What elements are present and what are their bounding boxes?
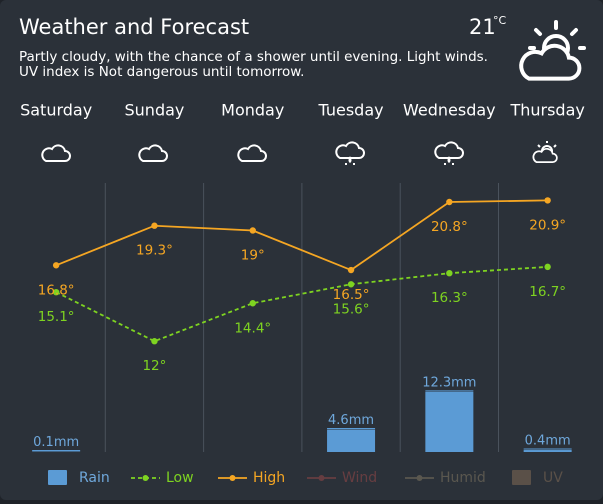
temperature-label: 14.4° xyxy=(234,320,271,336)
legend-dot xyxy=(416,475,423,481)
legend-dot xyxy=(229,475,236,481)
temperature-label: 20.8° xyxy=(431,219,468,235)
temperature-label: 16.8° xyxy=(38,282,75,298)
temperature-label: 12° xyxy=(142,358,166,374)
legend-item: High xyxy=(218,470,285,486)
temperature-point xyxy=(544,197,551,204)
description-line: UV index is Not dangerous until tomorrow… xyxy=(19,64,304,80)
temperature-point xyxy=(446,198,453,206)
rain-label: 12.3mm xyxy=(422,375,476,390)
rain-bar xyxy=(32,451,81,453)
legend-label: Humid xyxy=(440,470,486,486)
legend-item: Humid xyxy=(405,470,486,486)
temperature-line xyxy=(55,199,548,272)
rain-label: 4.6mm xyxy=(328,413,374,428)
rain-label: 0.1mm xyxy=(33,435,79,450)
temperature-label: 16.7° xyxy=(529,284,566,300)
rain-icon xyxy=(434,141,464,165)
temperature-line xyxy=(55,265,548,343)
description-line: Partly cloudy, with the chance of a show… xyxy=(19,49,488,65)
temperature-label: 20.9° xyxy=(529,217,566,233)
legend-swatch xyxy=(48,470,67,485)
card-title: Weather and Forecast xyxy=(19,15,249,39)
legend-item: Wind xyxy=(307,470,377,486)
day-label: Saturday xyxy=(20,101,92,120)
temperature-point xyxy=(151,222,158,229)
temperature-label: 16.3° xyxy=(431,290,468,306)
legend-label: High xyxy=(253,470,285,486)
legend-label: Low xyxy=(166,470,194,486)
rain-bar xyxy=(425,391,474,452)
legend-label: Rain xyxy=(79,470,110,486)
temperature-label: 15.6° xyxy=(333,301,370,317)
temperature-point xyxy=(446,269,453,277)
day-label: Wednesday xyxy=(403,101,496,120)
day-label: Thursday xyxy=(509,101,584,120)
temperature-label: 19° xyxy=(241,247,265,263)
current-weather-icon xyxy=(519,20,586,81)
temperature-point xyxy=(347,266,355,274)
day-icons xyxy=(41,141,558,165)
rain-bar xyxy=(327,429,376,452)
legend-swatch xyxy=(512,470,531,485)
temperature-label: 16.5° xyxy=(333,287,370,303)
legend-dot xyxy=(318,475,325,481)
rain-label: 0.4mm xyxy=(525,434,571,449)
temperature-label: 15.1° xyxy=(38,309,75,325)
temperature-point xyxy=(544,263,551,271)
temperature-label: 19.3° xyxy=(136,243,173,259)
temperature-point xyxy=(52,288,60,296)
temperature-point xyxy=(151,338,158,345)
temperature-point xyxy=(249,227,256,234)
temperature-unit: °C xyxy=(493,14,507,27)
legend-item: UV xyxy=(512,470,563,486)
day-label: Tuesday xyxy=(318,101,384,120)
temperature-point xyxy=(347,281,355,288)
rain-icon xyxy=(335,141,365,165)
day-label: Sunday xyxy=(125,101,185,120)
day-label: Monday xyxy=(221,101,284,120)
legend-label: UV xyxy=(543,470,563,486)
legend-item: Rain xyxy=(48,470,110,486)
current-temperature: 21 xyxy=(469,15,496,39)
legend-dot xyxy=(142,475,149,481)
legend-label: Wind xyxy=(342,470,377,486)
temperature-point xyxy=(249,300,256,307)
legend-item: Low xyxy=(131,470,194,486)
partly-cloudy-icon xyxy=(532,141,558,163)
rain-bar xyxy=(523,450,572,452)
temperature-point xyxy=(52,262,60,269)
